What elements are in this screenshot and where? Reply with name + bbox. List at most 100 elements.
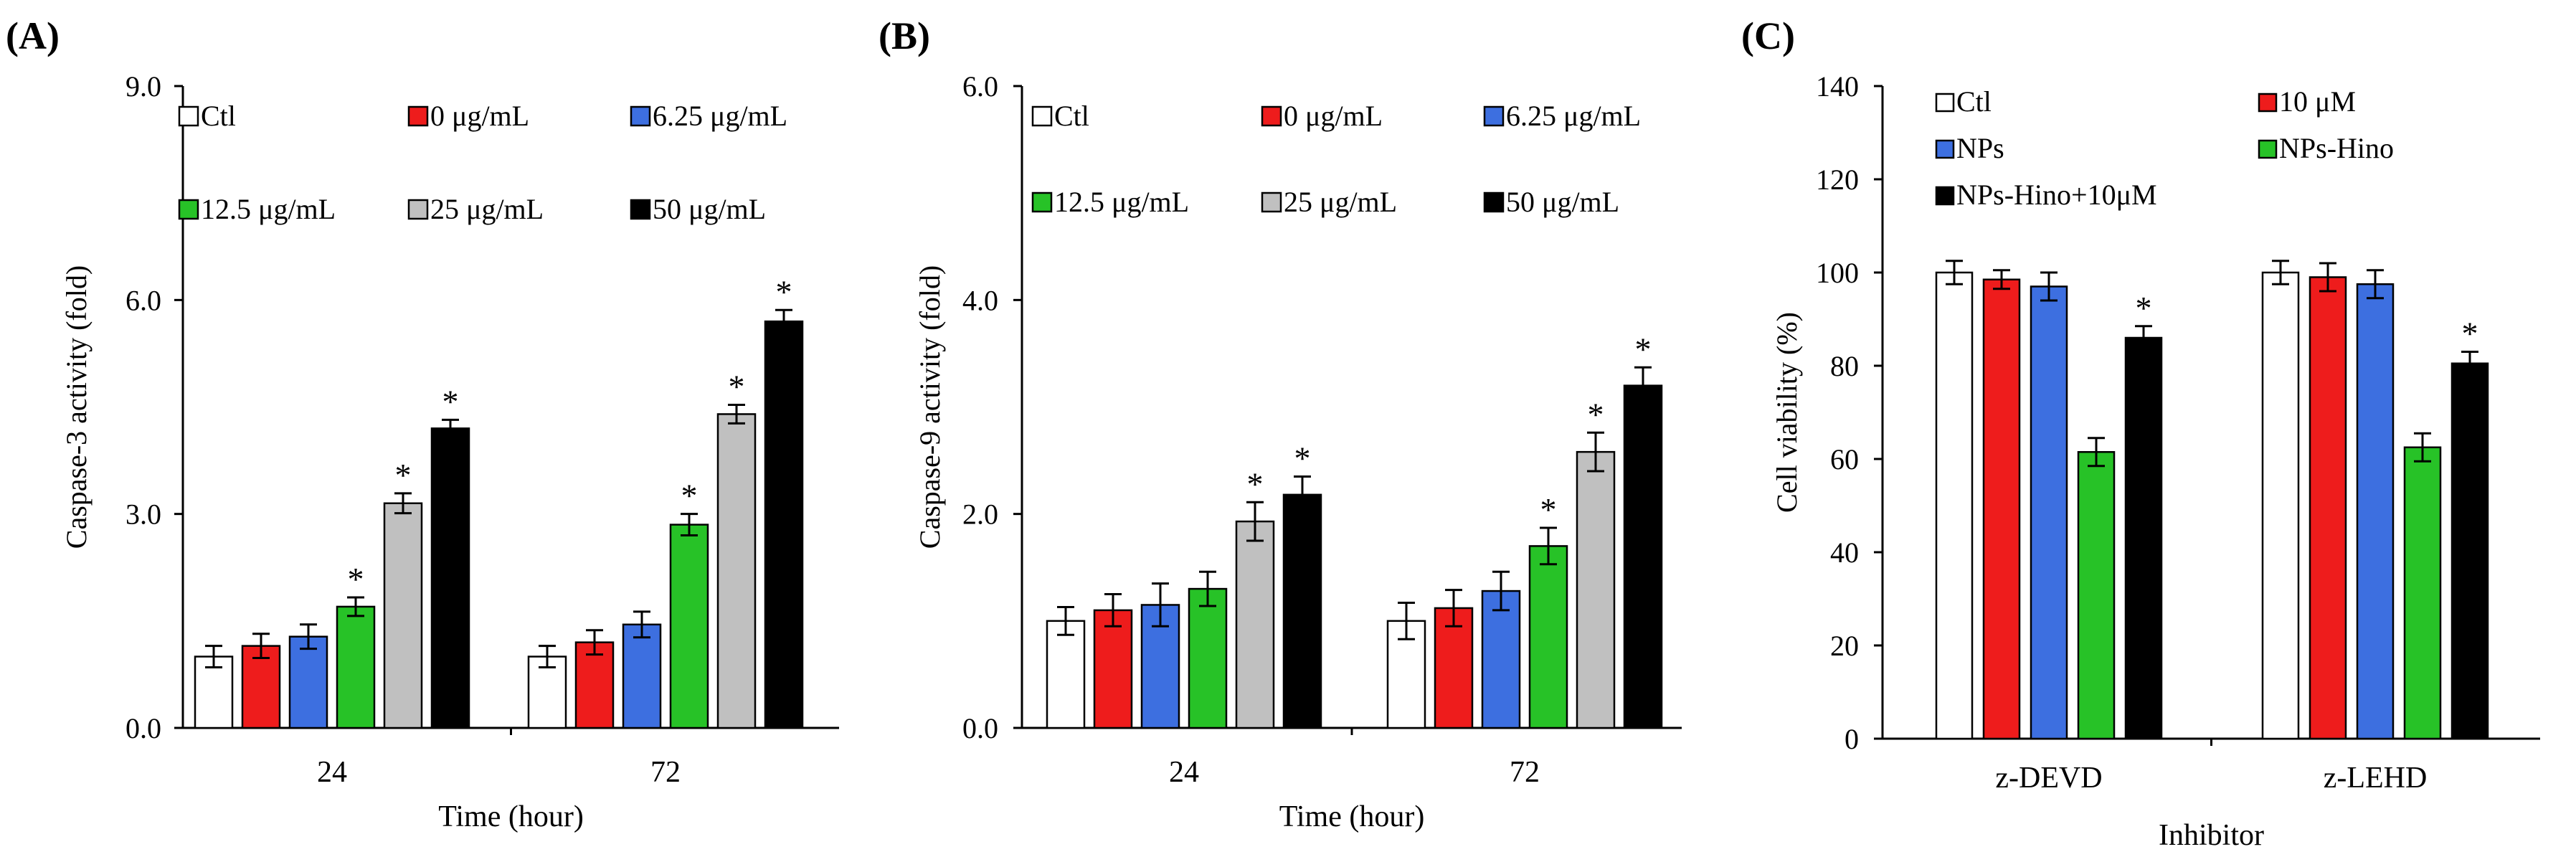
y-tick-label: 4.0	[962, 284, 998, 316]
bar	[2403, 446, 2442, 740]
legend-label: 25 μg/mL	[1284, 186, 1397, 218]
significance-marker: *	[395, 457, 412, 493]
y-tick-label: 6.0	[126, 284, 161, 316]
legend-swatch	[1483, 191, 1505, 213]
legend-swatch	[178, 199, 199, 220]
significance-marker: *	[1247, 465, 1264, 502]
legend-swatch	[1483, 105, 1505, 127]
bar	[1188, 587, 1228, 729]
y-tick-label: 100	[1816, 257, 1859, 289]
legend-label: 50 μg/mL	[653, 193, 766, 225]
legend-swatch	[1935, 139, 1955, 159]
y-tick-label: 120	[1816, 164, 1859, 196]
y-tick-label: 2.0	[962, 498, 998, 531]
bar	[2356, 283, 2395, 740]
bar	[527, 655, 567, 729]
category-label: z-DEVD	[1995, 762, 2102, 795]
panel-label: (A)	[6, 14, 60, 57]
panel-label: (B)	[879, 14, 930, 57]
legend-label: NPs	[1956, 132, 2004, 164]
legend-label: 6.25 μg/mL	[653, 100, 787, 132]
bar	[1935, 271, 1974, 740]
y-tick-label: 0.0	[962, 712, 998, 744]
bar	[622, 623, 662, 729]
category-label: 24	[317, 756, 347, 789]
bar	[1576, 450, 1616, 729]
category-label: z-LEHD	[2324, 762, 2428, 795]
bar	[2261, 271, 2300, 740]
significance-marker: *	[1540, 491, 1557, 528]
x-axis-title: Time (hour)	[1279, 800, 1425, 833]
bar	[1093, 609, 1133, 729]
significance-marker: *	[776, 273, 792, 310]
legend-label: 6.25 μg/mL	[1506, 100, 1641, 132]
y-tick-label: 0.0	[126, 712, 161, 744]
significance-marker: *	[681, 478, 698, 514]
legend-swatch	[1261, 105, 1282, 127]
legend-label: 0 μg/mL	[430, 100, 529, 132]
significance-marker: *	[729, 369, 745, 405]
legend-label: Ctl	[1956, 85, 1992, 118]
chart-panel-1: (B) 0.0 2.0 4.0 6.0 Caspase-9 activity (fold)…	[879, 14, 1682, 833]
legend-swatch	[1935, 93, 1955, 113]
legend-swatch	[2258, 139, 2278, 159]
chart-panel-2: (C) 0 20 40 60 80 100 120 140 Cell viability (%) I…	[1741, 14, 2540, 852]
bar	[430, 427, 470, 729]
legend-label: 10 μM	[2279, 85, 2356, 118]
legend-label: NPs-Hino+10μM	[1956, 179, 2157, 211]
bar	[288, 635, 328, 729]
legend-swatch	[178, 105, 199, 127]
panel-label: (C)	[1741, 14, 1795, 57]
y-axis-title: Cell viability (%)	[1771, 312, 1803, 513]
bar	[194, 655, 234, 729]
y-tick-label: 60	[1830, 443, 1859, 475]
bar	[2450, 362, 2489, 740]
bar	[2309, 276, 2347, 740]
legend-label: Ctl	[1054, 100, 1089, 132]
bar	[383, 502, 423, 729]
category-label: 72	[1510, 756, 1540, 789]
y-tick-label: 6.0	[962, 70, 998, 103]
y-tick-label: 140	[1816, 70, 1859, 103]
bar	[1434, 607, 1474, 729]
significance-marker: *	[2462, 316, 2478, 352]
y-tick-label: 9.0	[126, 70, 161, 103]
significance-marker: *	[348, 561, 364, 597]
significance-marker: *	[1294, 440, 1311, 476]
legend-swatch	[1935, 186, 1955, 206]
y-axis-title: Caspase-9 activity (fold)	[914, 265, 946, 549]
legend-label: 12.5 μg/mL	[201, 193, 336, 225]
significance-marker: *	[1635, 331, 1652, 367]
y-tick-label: 20	[1830, 630, 1859, 662]
y-tick-label: 3.0	[126, 498, 161, 531]
x-axis-title: Inhibitor	[2159, 819, 2264, 852]
bar	[2030, 285, 2068, 740]
legend-swatch	[1031, 191, 1053, 213]
bar	[2077, 451, 2116, 740]
significance-marker: *	[442, 383, 459, 420]
significance-marker: *	[2136, 290, 2152, 326]
legend-swatch	[407, 199, 429, 220]
legend-swatch	[630, 105, 651, 127]
legend-label: 12.5 μg/mL	[1054, 186, 1189, 218]
bar	[2124, 336, 2163, 740]
bar	[1481, 590, 1521, 729]
y-axis-title: Caspase-3 activity (fold)	[60, 265, 93, 549]
legend-swatch	[630, 199, 651, 220]
category-label: 24	[1169, 756, 1199, 789]
legend-swatch	[2258, 93, 2278, 113]
category-label: 72	[650, 756, 681, 789]
bar	[764, 320, 804, 729]
y-tick-label: 40	[1830, 536, 1859, 569]
x-axis-title: Time (hour)	[438, 800, 584, 833]
bar	[1235, 520, 1275, 729]
legend-label: 25 μg/mL	[430, 193, 544, 225]
legend-label: 50 μg/mL	[1506, 186, 1619, 218]
significance-marker: *	[1588, 396, 1604, 432]
y-tick-label: 80	[1830, 350, 1859, 382]
legend-swatch	[407, 105, 429, 127]
legend-label: Ctl	[201, 100, 236, 132]
bar	[336, 605, 376, 729]
y-tick-label: 0	[1845, 723, 1859, 755]
